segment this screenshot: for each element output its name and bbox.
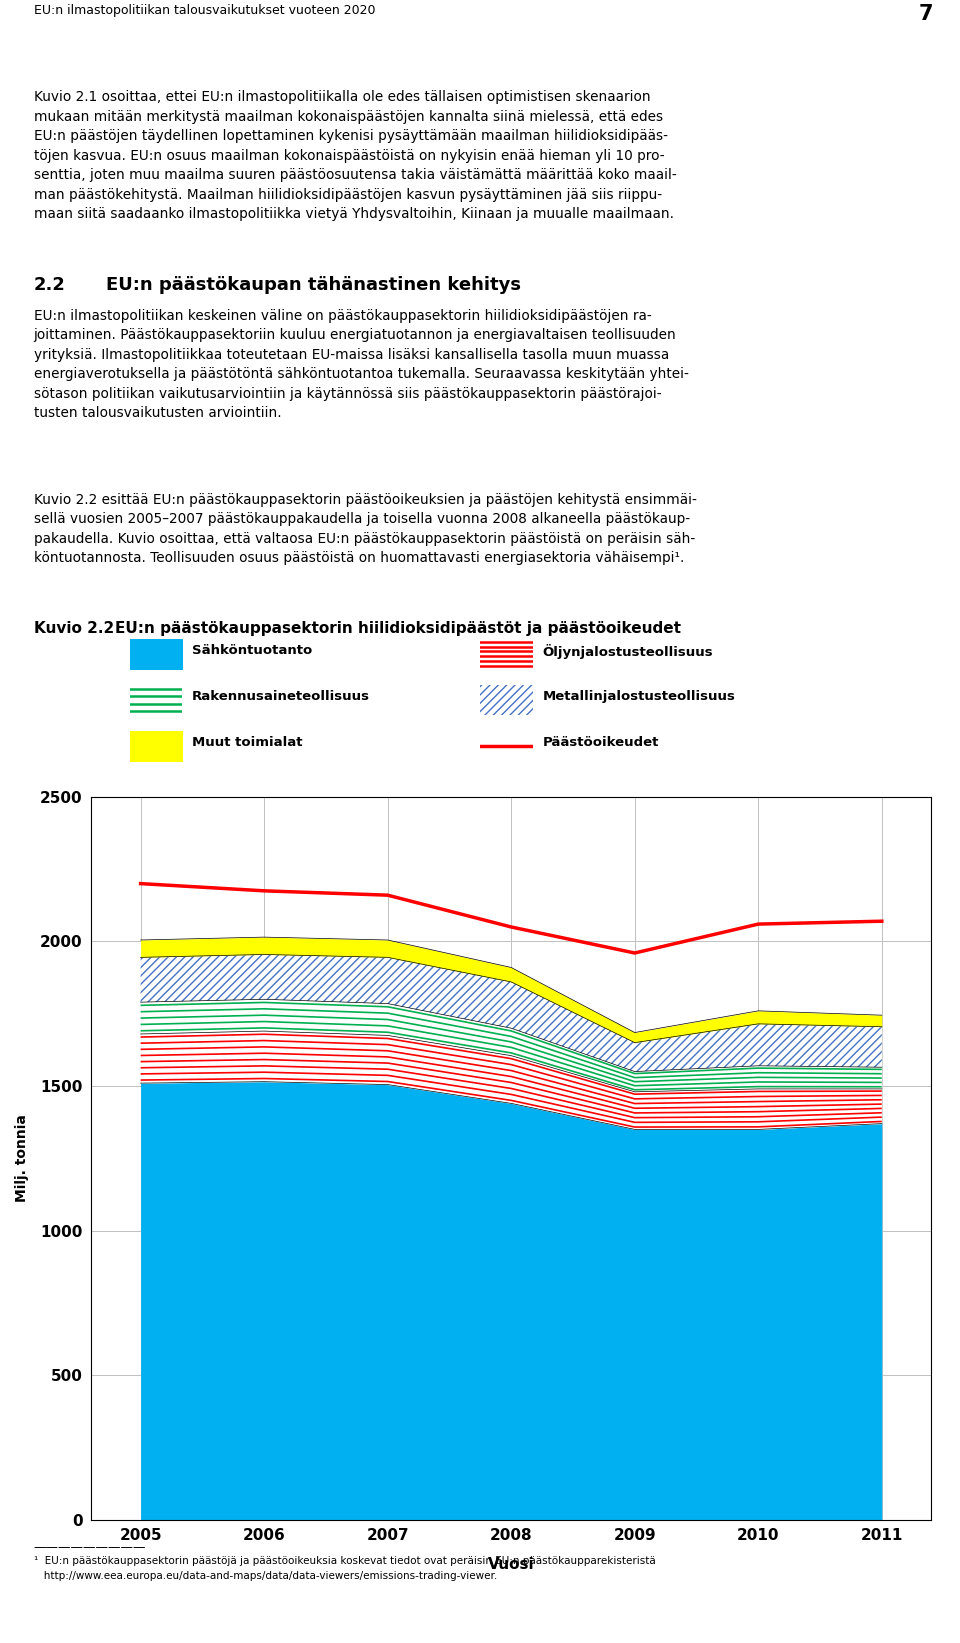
Text: 7: 7 [919,3,933,25]
Text: Kuvio 2.1 osoittaa, ettei EU:n ilmastopolitiikalla ole edes tällaisen optimistis: Kuvio 2.1 osoittaa, ettei EU:n ilmastopo… [34,90,677,222]
Text: —————————: ————————— [34,1541,146,1554]
Text: EU:n ilmastopolitiikan keskeinen väline on päästökauppasektorin hiilidioksidipää: EU:n ilmastopolitiikan keskeinen väline … [34,309,688,421]
Text: Kuvio 2.2 esittää EU:n päästökauppasektorin päästöoikeuksien ja päästöjen kehity: Kuvio 2.2 esittää EU:n päästökauppasekto… [34,493,696,565]
Text: EU:n päästökaupan tähänastinen kehitys: EU:n päästökaupan tähänastinen kehitys [106,276,520,294]
Text: EU:n ilmastopolitiikan talousvaikutukset vuoteen 2020: EU:n ilmastopolitiikan talousvaikutukset… [34,3,375,16]
Text: Rakennusaineteollisuus: Rakennusaineteollisuus [192,690,370,703]
Text: Kuvio 2.2: Kuvio 2.2 [34,621,114,636]
Text: Sähköntuotanto: Sähköntuotanto [192,644,312,657]
Text: EU:n päästökauppasektorin hiilidioksidipäästöt ja päästöoikeudet: EU:n päästökauppasektorin hiilidioksidip… [115,621,682,636]
Text: Öljynjalostusteollisuus: Öljynjalostusteollisuus [542,644,713,659]
Text: Muut toimialat: Muut toimialat [192,736,302,749]
Text: Päästöoikeudet: Päästöoikeudet [542,736,659,749]
Y-axis label: Milj. tonnia: Milj. tonnia [15,1114,29,1203]
Text: ¹  EU:n päästökauppasektorin päästöjä ja päästöoikeuksia koskevat tiedot ovat pe: ¹ EU:n päästökauppasektorin päästöjä ja … [34,1556,656,1566]
Text: 2.2: 2.2 [34,276,65,294]
X-axis label: Vuosi: Vuosi [488,1558,535,1572]
Text: Metallinjalostusteollisuus: Metallinjalostusteollisuus [542,690,735,703]
Text: http://www.eea.europa.eu/data-and-maps/data/data-viewers/emissions-trading-viewe: http://www.eea.europa.eu/data-and-maps/d… [34,1571,497,1581]
